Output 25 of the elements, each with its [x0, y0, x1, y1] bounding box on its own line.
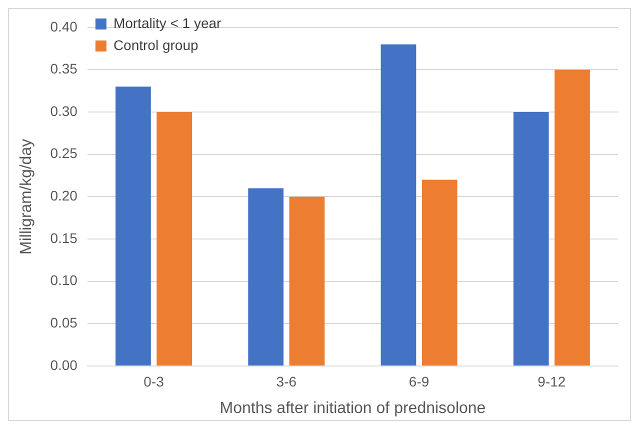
x-tick-label: 0-3 [144, 373, 164, 390]
bar [156, 112, 192, 366]
bar [422, 180, 458, 366]
bar [289, 196, 325, 366]
y-tick-label: 0.10 [50, 272, 78, 288]
legend-label: Mortality < 1 year [113, 14, 222, 31]
bar [554, 70, 590, 366]
y-tick-label: 0.05 [50, 314, 78, 331]
x-tick-label: 3-6 [276, 373, 297, 390]
bar [248, 188, 284, 366]
legend-label: Control group [113, 36, 198, 53]
x-tick-label: 9-12 [538, 373, 566, 390]
bar [513, 112, 549, 366]
bar [380, 44, 416, 366]
y-axis-title: Milligram/kg/day [18, 138, 36, 254]
y-tick-label: 0.30 [50, 102, 78, 119]
y-tick-label: 0.00 [50, 356, 78, 373]
y-tick-label: 0.40 [50, 18, 78, 34]
x-axis-title: Months after initiation of prednisolone [220, 400, 486, 417]
y-tick-label: 0.25 [50, 145, 78, 162]
y-tick-label: 0.15 [50, 230, 78, 246]
x-tick-label: 6-9 [408, 373, 430, 390]
bar [116, 86, 151, 366]
y-tick-label: 0.20 [50, 188, 78, 204]
y-tick-label: 0.35 [50, 60, 78, 77]
